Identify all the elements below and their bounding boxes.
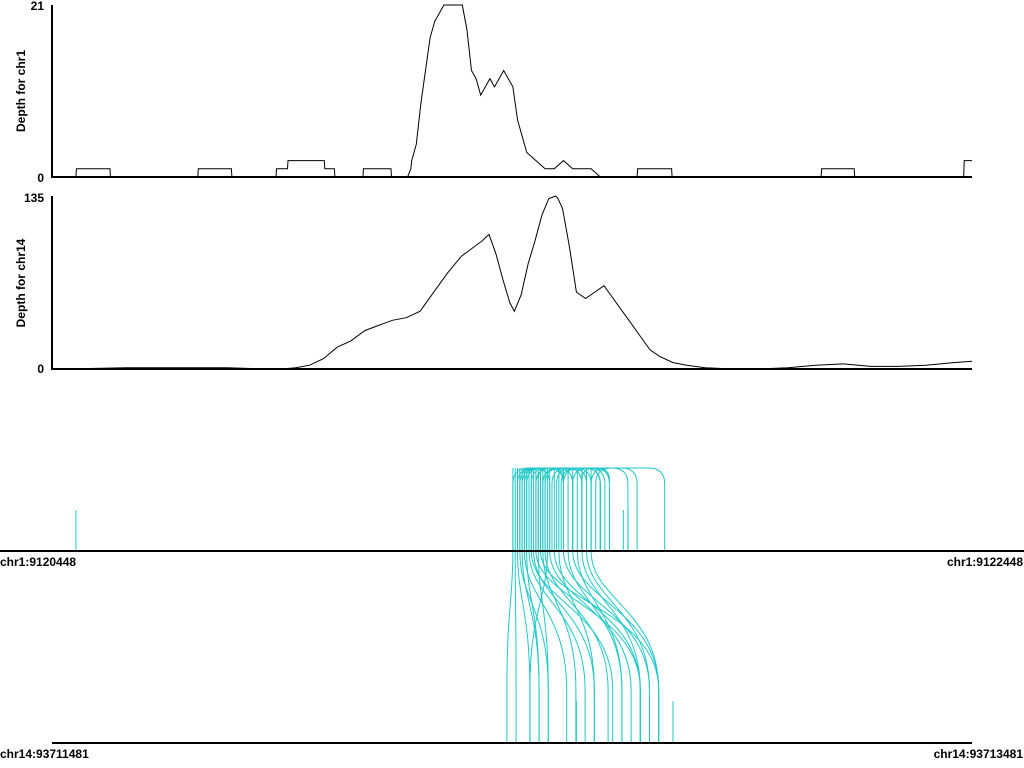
translocation-curve [553,468,641,743]
chr1-junction-arc [523,467,564,551]
translocation-curve [529,468,548,743]
translocation-curve [526,468,540,743]
chr14-depth-panel: Depth for chr14 135 0 [14,191,973,376]
translocation-curve [523,468,568,743]
chr1-depth-line [52,4,972,178]
translocation-curve [530,468,614,743]
chr14-region-start-label: chr14:93711481 [0,747,89,761]
translocation-curve [542,468,577,743]
translocation-curve [537,468,549,743]
chr1-y-tick-min: 0 [37,171,44,185]
translocation-curve [563,468,650,743]
translocation-curve [558,468,595,743]
chr1-y-tick-max: 21 [31,0,45,13]
translocation-curve [586,468,650,743]
chr1-junction-arc [595,467,638,551]
translocation-curve [528,468,586,743]
translocation-curve [549,468,632,743]
chr1-junction-arc [581,467,610,551]
chr1-junction-arc [590,467,666,551]
chr14-depth-line [52,195,973,370]
chr14-y-tick-max: 135 [24,191,44,205]
chr1-depth-axis-label: Depth for chr1 [14,50,28,132]
chr1-region-end-label: chr1:9122448 [947,555,1023,569]
chr14-depth-axis-label: Depth for chr14 [14,238,28,327]
translocation-curve [581,468,641,743]
chr1-region-start-label: chr1:9120448 [0,555,76,569]
junction-arcs [75,467,674,743]
chr1-junction-arc [551,467,592,551]
chr14-region-end-label: chr14:93713481 [934,747,1024,761]
translocation-curve [506,468,514,743]
chr1-depth-panel: Depth for chr1 21 0 [14,0,972,185]
translocation-curve [514,468,517,743]
chr14-y-tick-min: 0 [37,362,44,376]
translocation-curve [590,468,660,743]
translocation-curve [576,468,623,743]
chr1-junction-arc [542,467,583,551]
chr1-junction-arc [537,467,564,551]
